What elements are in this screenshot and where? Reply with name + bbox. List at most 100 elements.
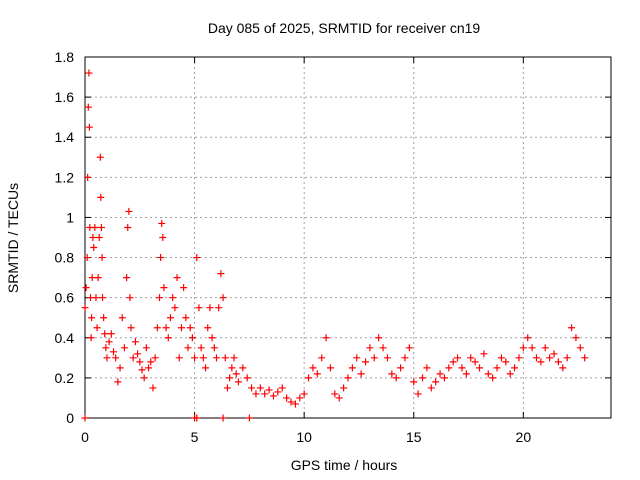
data-point — [140, 374, 148, 382]
data-point — [83, 254, 91, 262]
data-point — [173, 274, 181, 282]
data-point — [537, 358, 545, 366]
data-point — [572, 334, 580, 342]
data-point — [184, 344, 192, 352]
data-point — [239, 364, 247, 372]
data-point — [245, 414, 253, 422]
data-point — [88, 314, 96, 322]
axis-ticks: 0 0.2 0.4 0.6 0.8 1 1.2 1.4 1.6 1.8 0 5 10 15 20 — [55, 49, 611, 445]
data-point — [215, 304, 223, 312]
data-point — [112, 354, 120, 362]
data-point — [265, 386, 273, 394]
data-point — [217, 270, 225, 278]
y-tick-label: 0.2 — [55, 370, 75, 386]
y-tick-label: 0.6 — [55, 290, 75, 306]
y-tick-label: 1.2 — [55, 169, 75, 185]
data-point — [519, 344, 527, 352]
data-point — [180, 284, 188, 292]
data-point — [366, 344, 374, 352]
data-point — [554, 358, 562, 366]
data-point — [102, 344, 110, 352]
data-point — [162, 324, 170, 332]
data-point — [92, 294, 100, 302]
y-tick-label: 0 — [66, 410, 74, 426]
data-point — [166, 314, 174, 322]
data-point — [81, 304, 89, 312]
data-point — [93, 324, 101, 332]
data-point — [97, 223, 105, 231]
data-point — [502, 358, 510, 366]
data-point — [388, 370, 396, 378]
data-point — [506, 370, 514, 378]
data-point — [171, 304, 179, 312]
data-point — [85, 69, 93, 77]
data-point — [322, 334, 330, 342]
data-point — [291, 400, 299, 408]
data-point — [274, 388, 282, 396]
data-point — [541, 344, 549, 352]
data-point — [493, 364, 501, 372]
data-point — [90, 244, 98, 252]
data-point — [107, 330, 115, 338]
data-point — [89, 234, 97, 241]
data-point — [462, 370, 470, 378]
data-point — [100, 314, 108, 322]
data-point — [581, 354, 589, 362]
data-point — [419, 374, 427, 382]
data-point — [568, 324, 576, 332]
data-point — [81, 414, 89, 422]
data-point — [261, 390, 269, 398]
data-point — [202, 364, 210, 372]
data-point — [127, 324, 135, 332]
data-point — [149, 384, 157, 392]
data-point — [515, 354, 523, 362]
data-point — [228, 364, 236, 372]
data-point — [340, 384, 348, 392]
data-point — [126, 294, 134, 302]
y-tick-label: 0.4 — [55, 330, 75, 346]
data-point — [131, 338, 139, 346]
data-point — [445, 364, 453, 372]
data-point — [219, 414, 227, 422]
data-point — [84, 103, 92, 111]
data-point — [160, 284, 168, 292]
data-point — [118, 314, 126, 322]
data-point — [87, 334, 95, 342]
data-point — [197, 344, 205, 352]
data-point — [532, 354, 540, 362]
data-point — [153, 324, 161, 332]
data-point — [208, 334, 216, 342]
data-point — [497, 354, 505, 362]
data-point — [370, 354, 378, 362]
data-point — [357, 370, 365, 378]
data-point — [423, 364, 431, 372]
x-axis-label: GPS time / hours — [291, 457, 398, 473]
data-point — [164, 334, 172, 342]
data-point — [410, 378, 418, 386]
data-point — [116, 364, 124, 372]
data-point — [129, 354, 137, 362]
data-point — [142, 344, 150, 352]
chart-title: Day 085 of 2025, SRMTID for receiver cn1… — [208, 20, 481, 36]
data-point — [124, 223, 132, 231]
data-point — [397, 364, 405, 372]
data-point — [524, 334, 532, 342]
data-point — [467, 354, 475, 362]
data-point — [223, 384, 231, 392]
data-point — [206, 304, 214, 312]
data-point — [432, 378, 440, 386]
data-point — [375, 334, 383, 342]
data-point — [300, 390, 308, 398]
data-point — [576, 344, 584, 352]
data-point — [256, 384, 264, 392]
x-tick-label: 0 — [81, 429, 89, 445]
data-point — [476, 364, 483, 372]
y-tick-label: 1 — [66, 209, 74, 225]
x-tick-label: 20 — [516, 429, 532, 445]
data-point — [278, 384, 286, 392]
y-tick-label: 1.8 — [55, 49, 75, 65]
data-point — [559, 364, 567, 372]
data-point — [489, 374, 497, 382]
data-point — [125, 207, 133, 215]
data-point — [436, 370, 444, 378]
